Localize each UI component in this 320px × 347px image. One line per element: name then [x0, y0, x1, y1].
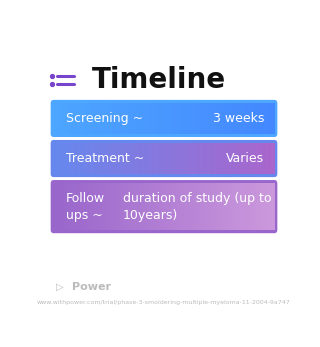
Text: 3 weeks: 3 weeks: [213, 112, 264, 125]
Text: Screening ~: Screening ~: [66, 112, 143, 125]
FancyBboxPatch shape: [51, 180, 277, 233]
FancyBboxPatch shape: [51, 100, 277, 137]
Text: Follow
ups ~: Follow ups ~: [66, 192, 105, 222]
Text: Timeline: Timeline: [92, 66, 226, 94]
Text: Treatment ~: Treatment ~: [66, 152, 144, 165]
Text: www.withpower.com/trial/phase-3-smoldering-multiple-myeloma-11-2004-9a747: www.withpower.com/trial/phase-3-smolderi…: [37, 301, 291, 305]
Text: ▷: ▷: [56, 282, 64, 291]
Text: Power: Power: [72, 282, 111, 291]
FancyBboxPatch shape: [51, 140, 277, 177]
Text: duration of study (up to
10years): duration of study (up to 10years): [123, 192, 272, 222]
Text: Varies: Varies: [226, 152, 264, 165]
